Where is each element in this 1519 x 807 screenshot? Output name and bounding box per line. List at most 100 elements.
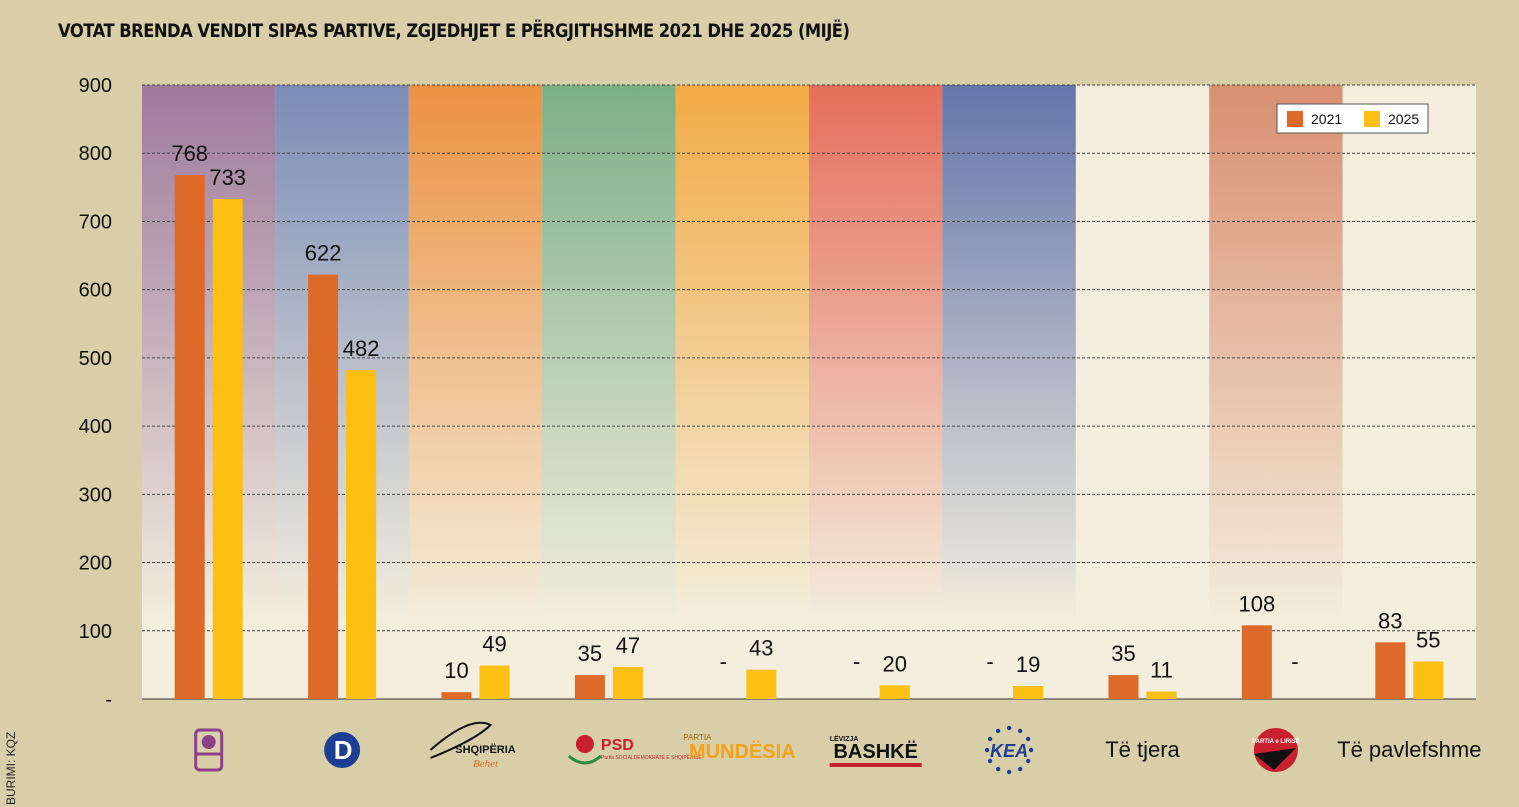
category-label-te-tjera: Të tjera <box>1105 737 1180 762</box>
bar-2021-partia-e-lirise-logo <box>1241 625 1272 699</box>
band-mundesia-logo <box>675 85 809 625</box>
shqiperia-logo-text: SHQIPËRIA <box>455 743 516 756</box>
bar-2025-psd-logo <box>612 666 643 699</box>
band-bashke-logo <box>809 85 943 625</box>
y-axis-tick-labels: 900 800 700 600 500 400 300 200 100 - <box>79 75 112 711</box>
behet-logo-text: Behet <box>473 758 499 770</box>
category-ps-logo <box>194 728 224 772</box>
liria-arrow <box>1253 748 1296 770</box>
y-tick-label-200: 200 <box>79 553 112 575</box>
kea-star <box>1028 747 1034 753</box>
category-te-pavlefshme: Të pavlefshme <box>1337 737 1481 762</box>
eagle-swoosh <box>429 721 493 759</box>
kea-star <box>984 747 990 753</box>
band-psd-logo <box>542 85 676 625</box>
kea-star <box>1025 736 1031 742</box>
y-tick-label-900: 900 <box>79 75 112 97</box>
bar-2025-shqiperia-behet-logo <box>479 665 510 699</box>
category-partia-e-lirise-logo: PARTIA e LIRISË <box>1252 728 1300 772</box>
value-label-2025-te-tjera: 11 <box>1150 657 1173 682</box>
bashke-logo-subtext: LËVIZJA <box>830 735 859 743</box>
y-tick-label-zero: - <box>105 689 112 711</box>
mundesia-logo-text: MUNDËSIA <box>689 740 796 763</box>
value-label-2021-te-pavlefshme: 83 <box>1378 608 1402 633</box>
party-color-bands <box>142 85 1343 625</box>
y-tick-label-800: 800 <box>79 143 112 165</box>
category-pd-logo: D <box>324 732 361 768</box>
y-tick-label-700: 700 <box>79 211 112 233</box>
legend-swatch-2025 <box>1364 111 1380 127</box>
rose-outline <box>194 728 224 772</box>
kea-star <box>987 758 993 764</box>
bashke-logo-text: BASHKË <box>833 740 917 763</box>
category-te-tjera: Të tjera <box>1105 737 1180 762</box>
value-label-2021-psd-logo: 35 <box>578 641 602 666</box>
bar-2025-bashke-logo <box>879 685 910 699</box>
kea-star <box>995 766 1001 772</box>
y-tick-label-400: 400 <box>79 416 112 438</box>
band-pd-logo <box>275 85 409 625</box>
bar-2025-te-tjera <box>1146 691 1177 699</box>
bars <box>174 175 1444 700</box>
value-label-2025-bashke-logo: 20 <box>882 651 906 676</box>
bar-2021-pd-logo <box>308 274 339 699</box>
kea-stars-icon: KEA <box>984 725 1034 775</box>
y-tick-label-500: 500 <box>79 348 112 370</box>
value-label-2021-partia-e-lirise-logo: 108 <box>1239 591 1276 616</box>
value-label-2025-pd-logo: 482 <box>343 336 380 361</box>
band-shqiperia-behet-logo <box>408 85 543 625</box>
legend: 2021 2025 <box>1276 103 1429 134</box>
psd-logo-text: PSD <box>601 737 634 754</box>
bar-2021-te-tjera <box>1108 675 1139 699</box>
ps-rose-icon <box>194 728 224 772</box>
value-label-2025-te-pavlefshme: 55 <box>1416 627 1440 652</box>
kea-star <box>1006 769 1012 775</box>
bar-2025-kea-logo <box>1013 686 1044 699</box>
band-kea-logo <box>942 85 1076 625</box>
category-shqiperia-behet-logo: SHQIPËRIA Behet <box>429 721 516 770</box>
bar-2025-mundesia-logo <box>746 669 777 699</box>
psd-leaves <box>567 754 602 765</box>
y-tick-label-100: 100 <box>79 621 112 643</box>
bar-2021-shqiperia-behet-logo <box>441 692 472 699</box>
value-label-2021-pd-logo: 622 <box>305 241 342 266</box>
psd-rose-head <box>575 735 594 753</box>
value-label-2021-ps-logo: 768 <box>171 141 208 166</box>
bar-2021-psd-logo <box>574 675 605 699</box>
legend-label-2021: 2021 <box>1311 111 1342 127</box>
bar-2025-ps-logo <box>212 198 243 700</box>
kea-logo-text: KEA <box>990 741 1028 761</box>
band-ps-logo <box>142 85 276 625</box>
bar-2021-ps-logo <box>174 175 205 699</box>
pd-circle <box>324 732 361 768</box>
missing-marker-2021-bashke-logo: - <box>853 649 860 674</box>
bar-2021-te-pavlefshme <box>1375 642 1406 699</box>
kea-star <box>987 736 993 742</box>
shqiperia-behet-icon: SHQIPËRIA Behet <box>429 721 516 770</box>
pd-letter: D <box>334 735 353 765</box>
band-partia-e-lirise-logo <box>1209 85 1343 625</box>
liria-icon: PARTIA e LIRISË <box>1252 728 1300 772</box>
category-kea-logo: KEA <box>984 725 1034 775</box>
value-label-2021-shqiperia-behet-logo: 10 <box>444 658 468 683</box>
kea-star <box>1025 758 1031 764</box>
legend-label-2025: 2025 <box>1388 111 1419 127</box>
kea-star <box>1017 728 1023 734</box>
value-label-2025-ps-logo: 733 <box>209 165 246 190</box>
value-label-2025-mundesia-logo: 43 <box>749 636 773 661</box>
liria-logo-text: PARTIA e LIRISË <box>1252 738 1300 745</box>
bar-2025-te-pavlefshme <box>1413 661 1444 699</box>
value-label-2025-shqiperia-behet-logo: 49 <box>482 632 506 657</box>
value-label-2025-psd-logo: 47 <box>616 633 640 658</box>
chart-title: VOTAT BRENDA VENDIT SIPAS PARTIVE, ZGJED… <box>58 20 850 42</box>
y-tick-label-300: 300 <box>79 484 112 506</box>
rose-head <box>201 735 216 749</box>
legend-swatch-2021 <box>1287 111 1303 127</box>
kea-star <box>1006 725 1012 731</box>
